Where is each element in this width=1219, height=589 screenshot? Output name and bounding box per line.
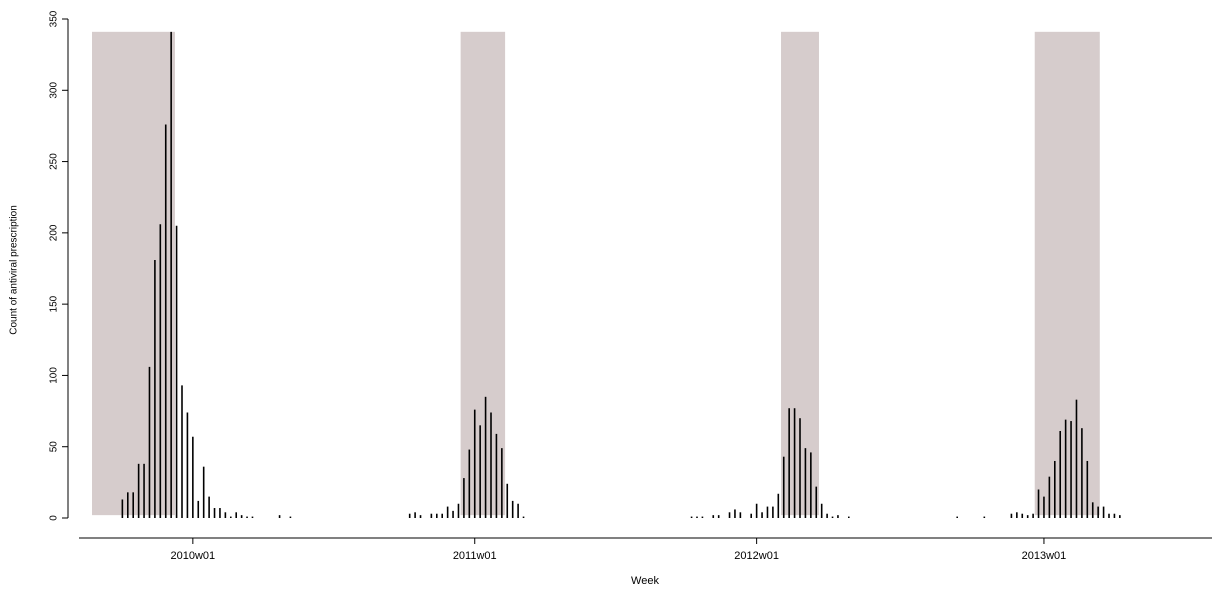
y-tick-label: 50 [49, 441, 60, 453]
shaded-period [92, 31, 175, 516]
y-tick-label: 100 [49, 367, 60, 384]
x-tick-label: 2010w01 [171, 550, 216, 562]
x-tick-label: 2013w01 [1022, 550, 1067, 562]
y-tick-label: 350 [49, 10, 60, 27]
x-tick-label: 2012w01 [734, 550, 779, 562]
y-tick-label: 300 [49, 82, 60, 99]
x-axis-label: Week [631, 575, 659, 587]
y-axis-label: Count of antiviral prescription [9, 205, 20, 335]
y-tick-label: 250 [49, 153, 60, 170]
shaded-period [460, 31, 506, 516]
y-tick-label: 150 [49, 295, 60, 312]
x-tick-label: 2011w01 [453, 550, 497, 562]
y-tick-label: 0 [49, 515, 60, 521]
shaded-period [1034, 31, 1100, 516]
y-tick-label: 200 [49, 224, 60, 241]
